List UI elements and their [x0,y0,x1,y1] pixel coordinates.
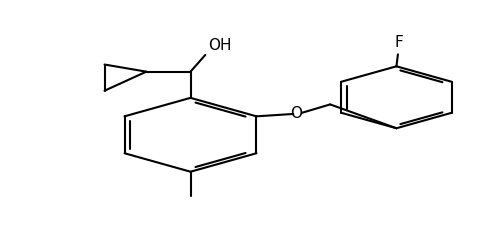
Text: F: F [395,35,403,50]
Text: OH: OH [207,38,231,53]
Text: O: O [290,107,302,121]
